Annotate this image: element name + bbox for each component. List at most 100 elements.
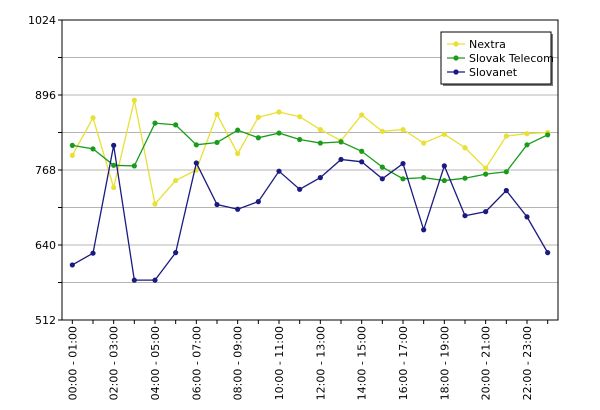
data-point (69, 142, 75, 148)
data-point (235, 206, 241, 212)
legend-swatch-marker (453, 55, 459, 61)
data-point (276, 168, 282, 174)
data-point (379, 176, 385, 182)
series-layer (69, 97, 551, 283)
data-point (131, 163, 137, 169)
data-point (297, 136, 303, 143)
data-point (69, 152, 75, 158)
data-point (359, 112, 365, 118)
data-point (111, 162, 117, 168)
data-point (214, 139, 220, 146)
data-point (379, 128, 385, 134)
x-tick-label: 00:00 - 01:00 (66, 326, 79, 400)
data-point (462, 145, 468, 151)
data-point (400, 126, 406, 133)
legend-swatch-marker (453, 41, 459, 47)
data-point (152, 201, 158, 207)
data-point (359, 148, 365, 154)
data-point (317, 126, 323, 133)
data-point (359, 159, 365, 165)
x-tick-label: 08:00 - 09:00 (232, 326, 245, 400)
data-point (503, 133, 509, 139)
data-point (317, 140, 323, 146)
data-point (503, 187, 509, 194)
data-point (276, 130, 282, 136)
legend-label: Nextra (469, 38, 506, 51)
data-point (483, 165, 489, 171)
x-tick-label: 04:00 - 05:00 (149, 326, 162, 400)
x-tick-label: 10:00 - 11:00 (273, 326, 286, 400)
data-point (152, 277, 158, 283)
data-point (379, 164, 385, 170)
y-tick-label: 768 (35, 164, 56, 177)
data-point (235, 150, 241, 157)
data-point (90, 250, 96, 256)
legend-swatch-marker (453, 69, 459, 75)
data-point (483, 209, 489, 215)
data-point (131, 277, 137, 283)
data-point (503, 169, 509, 175)
data-point (193, 142, 199, 148)
data-point (483, 171, 489, 177)
data-point (90, 146, 96, 152)
data-point (317, 175, 323, 181)
legend-label: Slovak Telecom (469, 52, 554, 65)
series-line-nextra (71, 100, 548, 206)
legend-label: Slovanet (469, 66, 518, 79)
x-tick-label: 22:00 - 23:00 (521, 326, 534, 400)
data-point (255, 114, 261, 120)
data-point (545, 250, 551, 256)
data-point (524, 214, 530, 220)
series-line-slovak-telecom (72, 122, 548, 182)
x-tick-label: 02:00 - 03:00 (108, 326, 121, 400)
x-tick-label: 16:00 - 17:00 (397, 326, 410, 400)
x-tick-label: 20:00 - 21:00 (480, 326, 493, 400)
data-point (131, 97, 137, 103)
data-point (111, 142, 117, 148)
data-point (193, 160, 199, 166)
data-point (235, 127, 241, 133)
data-point (462, 175, 468, 181)
data-point (338, 139, 344, 145)
data-point (90, 115, 96, 121)
data-point (297, 186, 303, 192)
data-point (524, 131, 530, 137)
data-point (524, 142, 530, 148)
data-point (421, 175, 427, 181)
y-tick-label: 896 (35, 89, 56, 102)
data-point (421, 227, 427, 233)
data-point (545, 132, 551, 138)
data-point (255, 135, 261, 141)
data-point (421, 140, 427, 146)
y-tick-label: 1024 (28, 14, 56, 27)
x-tick-label: 14:00 - 15:00 (356, 326, 369, 400)
data-point (441, 131, 447, 137)
data-point (152, 120, 158, 126)
data-point (255, 199, 261, 205)
data-point (338, 156, 344, 163)
y-tick-label: 640 (35, 239, 56, 252)
data-point (173, 122, 179, 128)
axes: 1024 896 768 640 512 00:00 - 01:00 02:00 - 03:… (28, 14, 549, 400)
data-point (441, 177, 447, 184)
data-point (214, 111, 220, 117)
x-tick-label: 12:00 - 13:00 (314, 326, 327, 400)
data-point (400, 160, 406, 167)
x-tick-label: 18:00 - 19:00 (438, 326, 451, 400)
grid-lines (62, 57, 558, 283)
data-point (214, 201, 220, 208)
series-line-slovanet (72, 145, 549, 281)
data-point (173, 250, 179, 256)
data-point (297, 114, 303, 120)
x-tick-label: 06:00 - 07:00 (190, 326, 203, 400)
data-point (111, 184, 117, 191)
data-point (276, 109, 282, 115)
data-point (69, 262, 75, 268)
y-tick-label: 512 (35, 314, 56, 327)
data-point (441, 163, 447, 169)
data-point (400, 176, 406, 182)
data-point (462, 213, 468, 219)
data-point (173, 177, 179, 184)
